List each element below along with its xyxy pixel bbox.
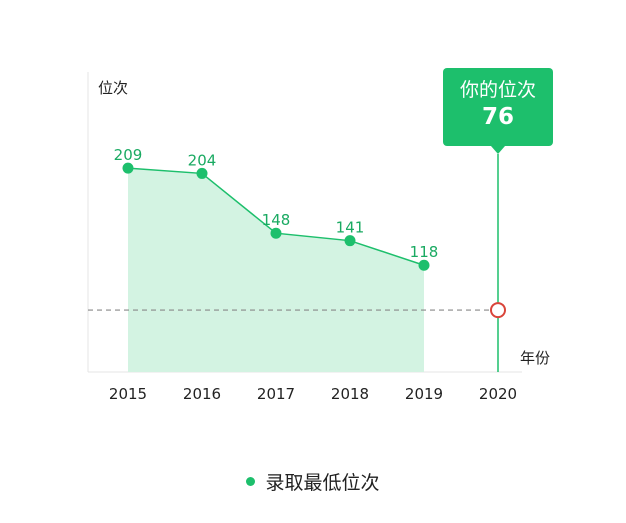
x-tick-2018: 2018 xyxy=(331,385,369,403)
data-label-2015: 209 xyxy=(114,146,143,164)
data-point-2015 xyxy=(122,162,134,174)
x-tick-2015: 2015 xyxy=(109,385,147,403)
data-label-2016: 204 xyxy=(188,151,217,169)
x-tick-2017: 2017 xyxy=(257,385,295,403)
your-rank-value: 76 xyxy=(481,104,514,130)
your-rank-marker xyxy=(490,302,506,319)
data-label-2019: 118 xyxy=(410,243,439,261)
x-tick-2016: 2016 xyxy=(183,385,221,403)
your-rank-callout: 你的位次 76 xyxy=(443,68,553,146)
legend-marker xyxy=(246,477,256,486)
y-axis-title: 位次 xyxy=(98,79,128,97)
data-label-2018: 141 xyxy=(336,219,365,237)
x-axis-title: 年份 xyxy=(520,349,550,367)
callout-pointer xyxy=(491,146,505,154)
data-point-2019 xyxy=(418,259,430,271)
data-label-2017: 148 xyxy=(262,211,291,229)
data-point-2018 xyxy=(344,235,356,247)
data-point-2016 xyxy=(196,167,208,179)
legend-label: 录取最低位次 xyxy=(265,472,380,494)
series-area xyxy=(128,168,424,372)
x-tick-2020: 2020 xyxy=(479,385,517,403)
your-rank-label: 你的位次 xyxy=(459,79,536,101)
x-tick-2019: 2019 xyxy=(405,385,443,403)
data-point-2017 xyxy=(270,227,282,239)
legend: 录取最低位次 xyxy=(0,468,626,495)
